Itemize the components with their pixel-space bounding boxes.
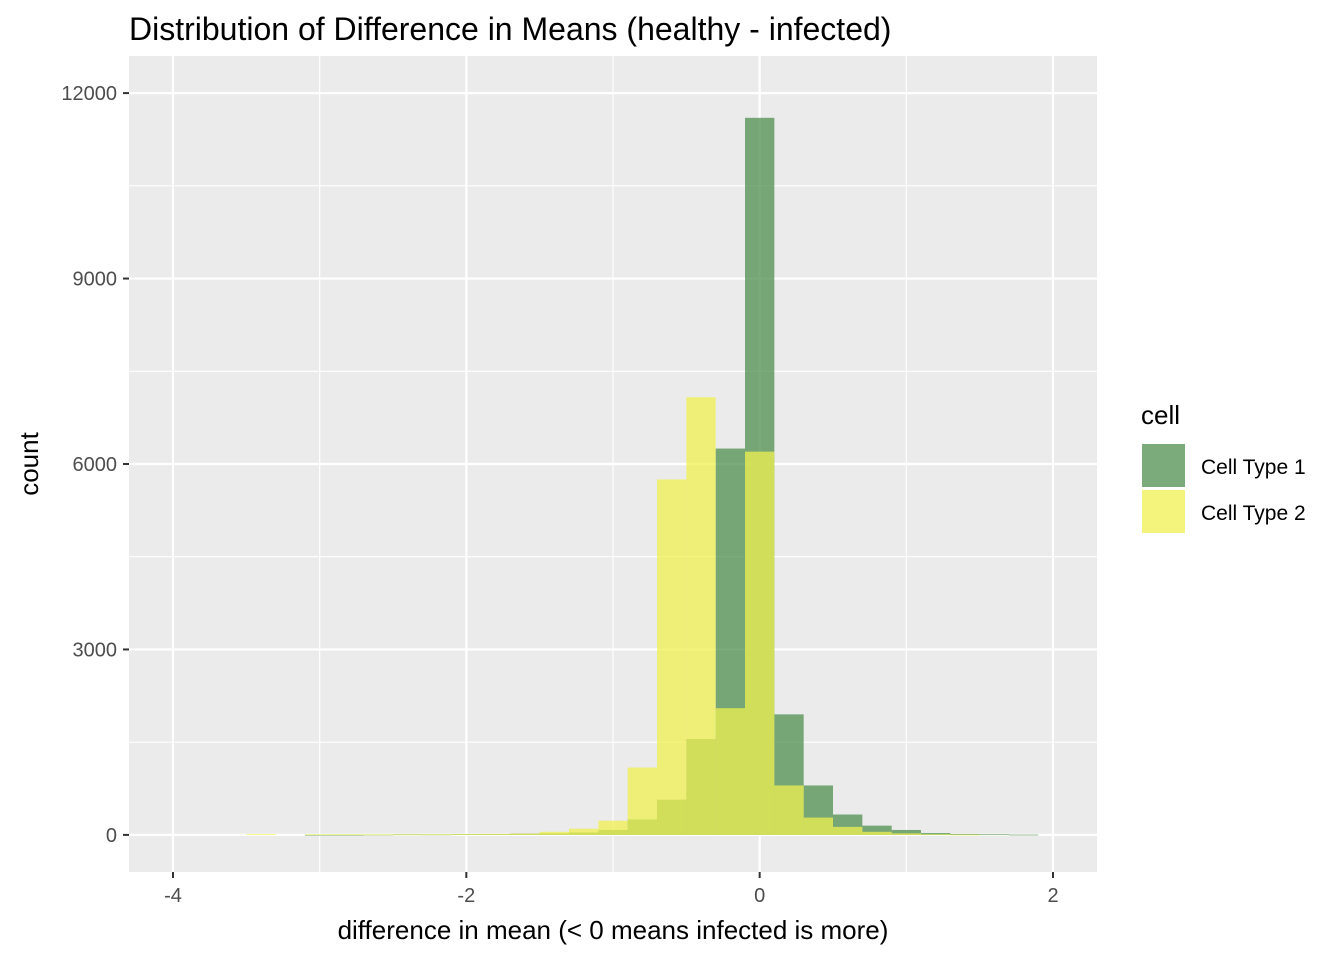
legend-swatch-cell-type-1 bbox=[1142, 444, 1185, 487]
bar-cell-type-2 bbox=[774, 785, 804, 835]
bar-cell-type-2 bbox=[657, 479, 687, 835]
bar-cell-type-2 bbox=[891, 833, 921, 835]
bar-cell-type-2 bbox=[803, 817, 833, 835]
y-tick-label: 3000 bbox=[73, 639, 118, 661]
bar-cell-type-2 bbox=[334, 834, 364, 836]
bar-cell-type-2 bbox=[950, 834, 980, 836]
bar-cell-type-1 bbox=[891, 829, 921, 835]
bar-cell-type-1 bbox=[862, 825, 892, 835]
bar-cell-type-2 bbox=[422, 834, 452, 836]
bar-cell-type-1 bbox=[921, 833, 951, 835]
legend-label-cell-type-1: Cell Type 1 bbox=[1201, 456, 1306, 479]
bar-cell-type-2 bbox=[569, 828, 599, 835]
bar-cell-type-2 bbox=[393, 834, 423, 836]
legend-swatch-cell-type-2 bbox=[1142, 490, 1185, 533]
chart-title: Distribution of Difference in Means (hea… bbox=[129, 11, 891, 47]
x-tick-label: -4 bbox=[164, 885, 182, 907]
y-tick-label: 6000 bbox=[73, 454, 118, 476]
y-tick-label: 12000 bbox=[61, 83, 117, 105]
bar-cell-type-2 bbox=[921, 834, 951, 836]
legend: cell Cell Type 1 Cell Type 2 bbox=[1141, 400, 1306, 533]
x-tick-label: -2 bbox=[457, 885, 475, 907]
bar-cell-type-1 bbox=[334, 834, 364, 836]
bar-cell-type-2 bbox=[510, 833, 540, 835]
x-axis: -4 -2 0 2 bbox=[164, 872, 1059, 907]
bar-cell-type-2 bbox=[363, 834, 393, 836]
histogram-bars bbox=[246, 117, 1039, 836]
bar-cell-type-2 bbox=[451, 834, 481, 835]
bar-cell-type-2 bbox=[745, 451, 775, 835]
bar-cell-type-1 bbox=[1009, 834, 1039, 836]
bar-cell-type-2 bbox=[246, 833, 276, 835]
bar-cell-type-2 bbox=[481, 833, 511, 835]
x-tick-label: 2 bbox=[1047, 885, 1058, 907]
y-axis-title: count bbox=[14, 431, 44, 495]
bar-cell-type-1 bbox=[950, 833, 980, 835]
y-tick-label: 0 bbox=[106, 825, 117, 847]
bar-cell-type-2 bbox=[539, 831, 569, 835]
bar-cell-type-2 bbox=[862, 831, 892, 835]
bar-cell-type-1 bbox=[305, 834, 335, 836]
bar-cell-type-2 bbox=[715, 708, 745, 835]
bar-cell-type-1 bbox=[979, 834, 1009, 836]
legend-title: cell bbox=[1141, 400, 1180, 430]
y-tick-label: 9000 bbox=[73, 269, 118, 291]
bar-cell-type-2 bbox=[305, 834, 335, 836]
y-axis: 0 3000 6000 9000 12000 bbox=[61, 83, 129, 847]
bar-cell-type-2 bbox=[627, 767, 657, 835]
bar-cell-type-2 bbox=[686, 397, 716, 835]
legend-label-cell-type-2: Cell Type 2 bbox=[1201, 502, 1306, 525]
x-tick-label: 0 bbox=[754, 885, 765, 907]
bar-cell-type-2 bbox=[833, 826, 863, 835]
bar-cell-type-2 bbox=[598, 820, 628, 835]
x-axis-title: difference in mean (< 0 means infected i… bbox=[338, 915, 889, 945]
